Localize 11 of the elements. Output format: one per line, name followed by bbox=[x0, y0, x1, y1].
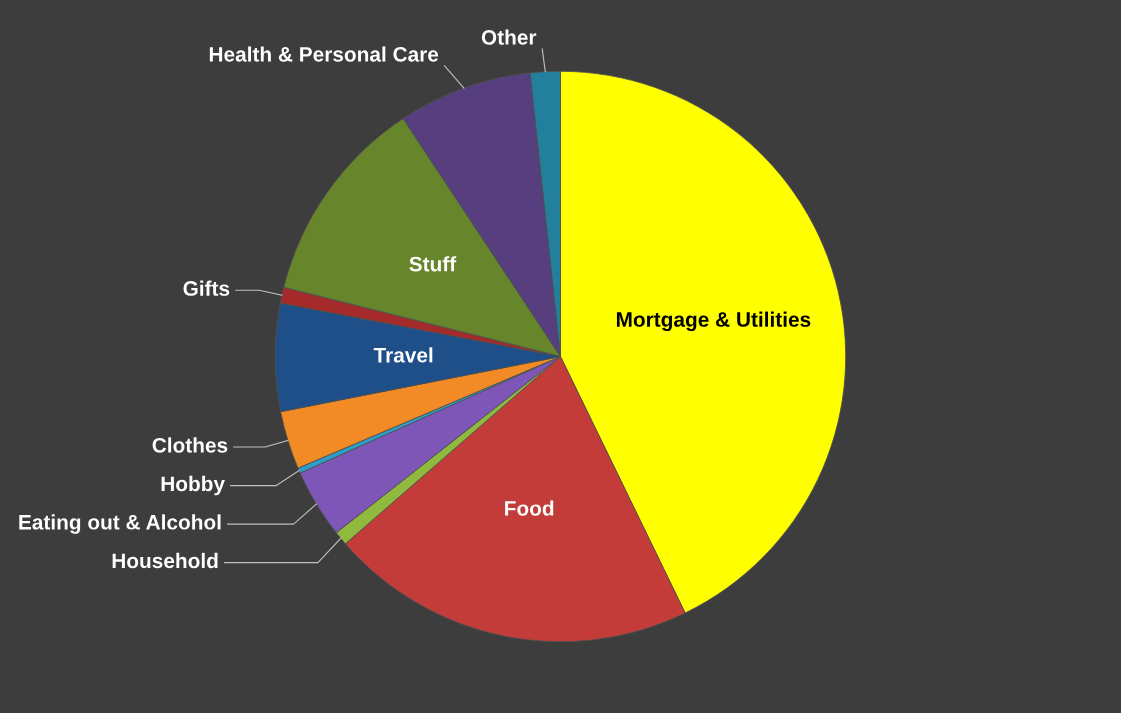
slice-label: Clothes bbox=[152, 437, 228, 453]
slice-label: Health & Personal Care bbox=[209, 46, 439, 62]
slice-label: Hobby bbox=[161, 475, 225, 496]
slice-label: Eating out & Alcohol bbox=[19, 514, 221, 534]
slice-label: Food bbox=[505, 500, 554, 516]
slice-label: Stuff bbox=[409, 256, 457, 272]
slice-label: Other bbox=[481, 29, 537, 45]
slice-label: Household bbox=[112, 552, 218, 569]
slice-label: Travel bbox=[373, 347, 433, 363]
slice-label: Gifts bbox=[183, 280, 230, 296]
slice-label: Mortgage & Utilities bbox=[616, 311, 811, 332]
